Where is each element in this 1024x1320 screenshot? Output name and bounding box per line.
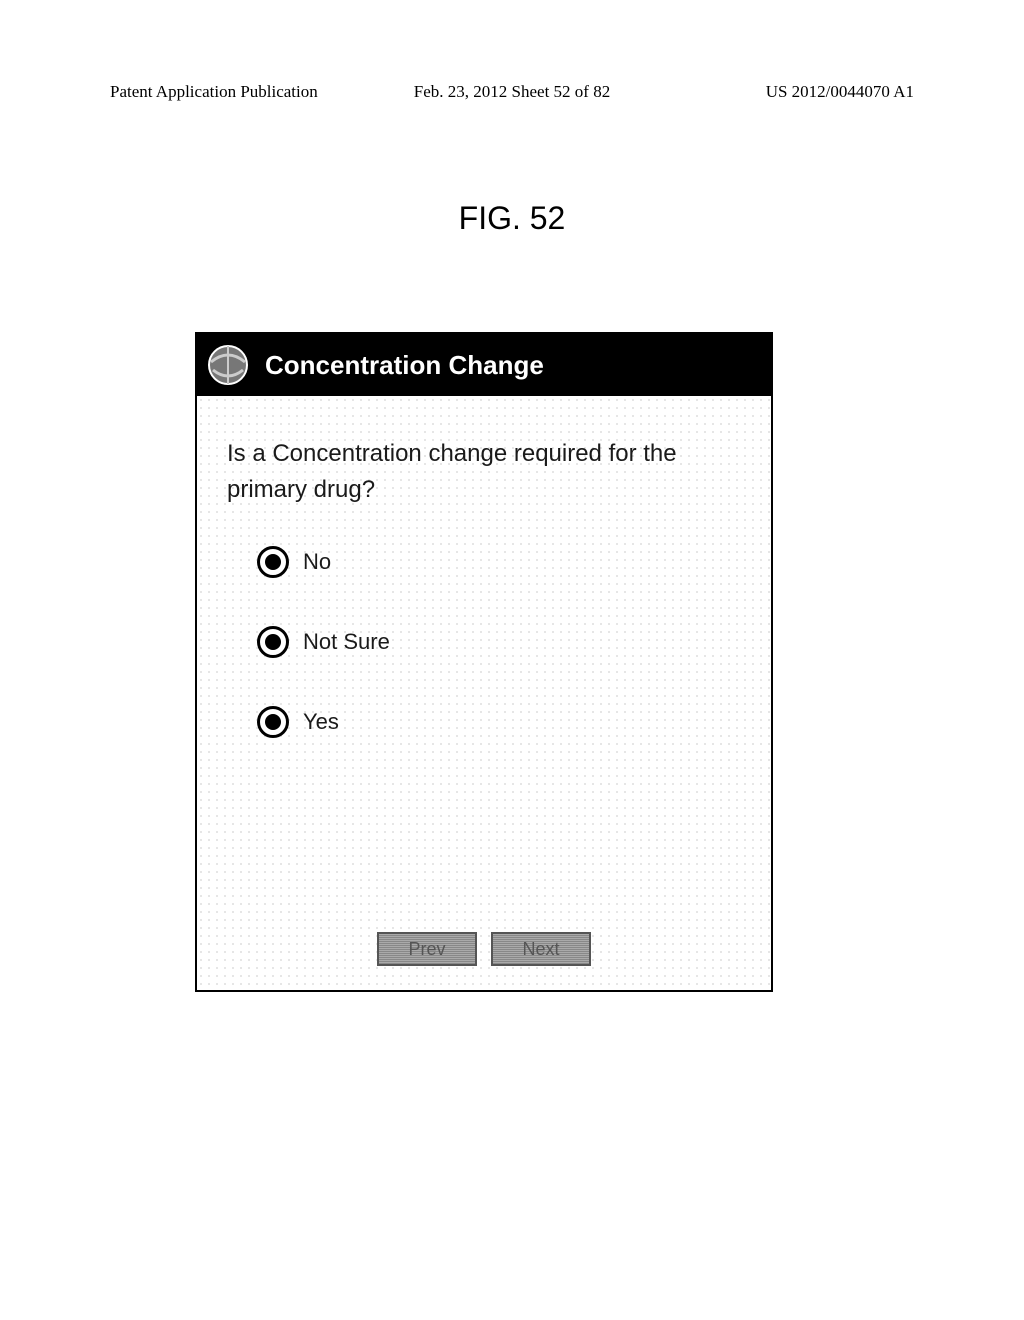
page-header: Patent Application Publication Feb. 23, … <box>110 82 914 102</box>
button-row: Prev Next <box>197 932 771 966</box>
radio-icon <box>257 706 289 738</box>
figure-label: FIG. 52 <box>0 200 1024 237</box>
ui-panel: Concentration Change Is a Concentration … <box>195 332 773 992</box>
header-left: Patent Application Publication <box>110 82 318 102</box>
option-label: Not Sure <box>303 629 390 655</box>
header-right: US 2012/0044070 A1 <box>766 82 914 102</box>
app-icon <box>203 340 253 390</box>
option-not-sure[interactable]: Not Sure <box>257 626 741 658</box>
prev-button[interactable]: Prev <box>377 932 477 966</box>
option-yes[interactable]: Yes <box>257 706 741 738</box>
radio-icon <box>257 626 289 658</box>
option-label: No <box>303 549 331 575</box>
title-text: Concentration Change <box>265 350 544 381</box>
options-group: No Not Sure Yes <box>227 546 741 738</box>
title-bar: Concentration Change <box>197 334 771 396</box>
header-center: Feb. 23, 2012 Sheet 52 of 82 <box>414 82 610 102</box>
question-text: Is a Concentration change required for t… <box>227 436 741 508</box>
option-no[interactable]: No <box>257 546 741 578</box>
option-label: Yes <box>303 709 339 735</box>
radio-icon <box>257 546 289 578</box>
panel-body: Is a Concentration change required for t… <box>197 396 771 992</box>
next-button[interactable]: Next <box>491 932 591 966</box>
